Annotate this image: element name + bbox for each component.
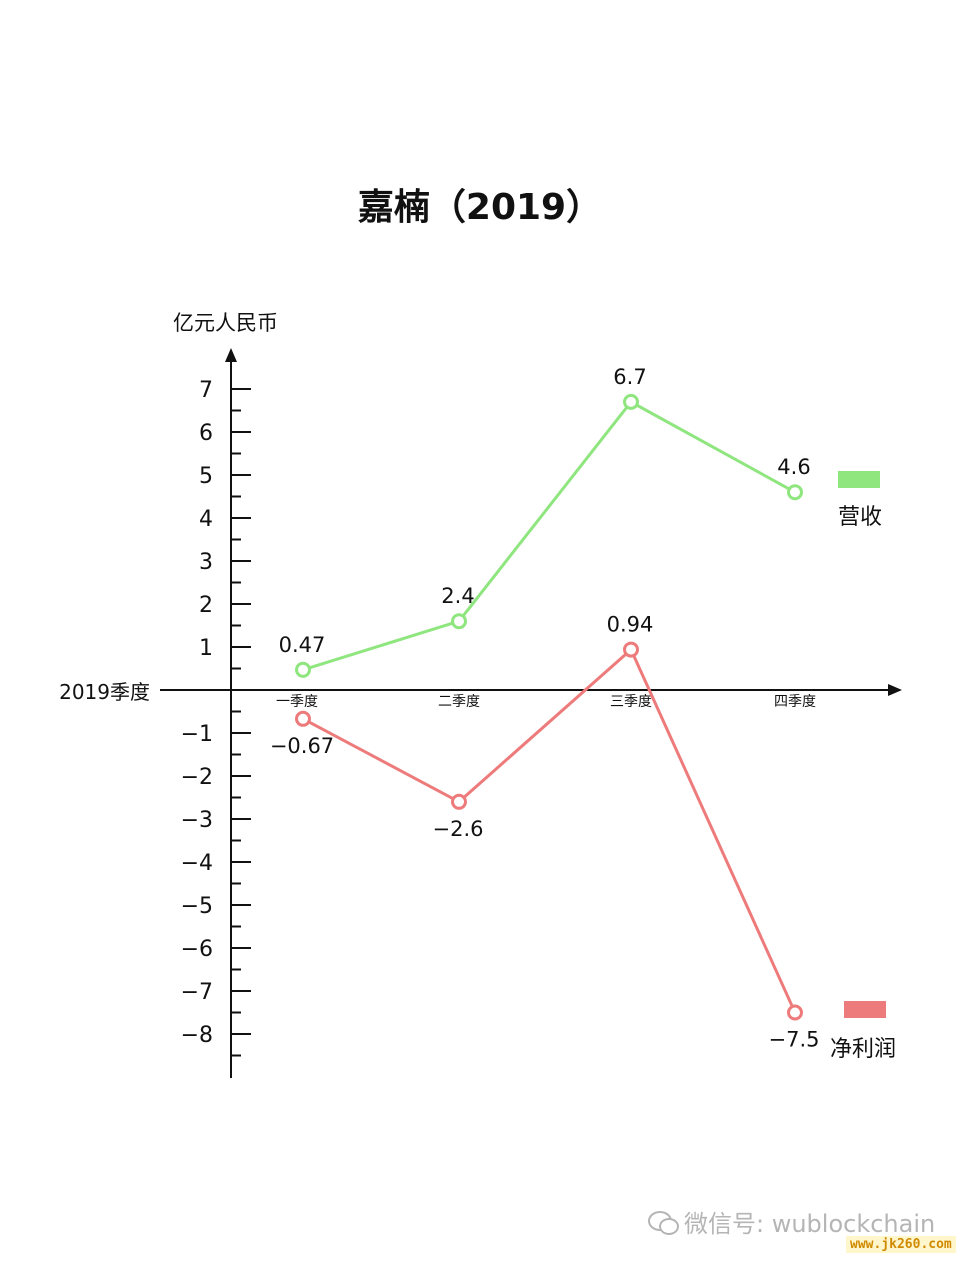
data-point xyxy=(295,661,311,678)
x-tick-label: 二季度 xyxy=(438,694,480,710)
data-label: −0.67 xyxy=(270,734,334,758)
data-point xyxy=(623,641,639,658)
y-tick-label: 3 xyxy=(199,550,213,575)
data-point xyxy=(787,1004,803,1021)
data-point xyxy=(451,613,467,630)
data-point xyxy=(451,793,467,810)
data-point xyxy=(295,710,311,727)
y-tick-label: 5 xyxy=(199,464,213,489)
data-label: 0.94 xyxy=(607,613,654,637)
x-tick-label: 一季度 xyxy=(276,694,318,710)
watermark: 微信号: wublockchain xyxy=(648,1204,935,1239)
data-label: 6.7 xyxy=(613,365,646,389)
y-tick-label: −1 xyxy=(181,722,213,747)
chart-title: 嘉楠（2019） xyxy=(357,187,603,228)
wechat-icon xyxy=(648,1209,679,1235)
y-tick-label: 2 xyxy=(199,593,213,618)
data-label: −2.6 xyxy=(433,817,484,841)
legend-swatch xyxy=(838,471,880,488)
data-point xyxy=(787,484,803,501)
x-axis-title: 2019季度 xyxy=(59,680,150,704)
y-tick-label: 4 xyxy=(199,507,213,532)
watermark-text: 微信号: wublockchain xyxy=(684,1210,936,1238)
series-line-net-profit xyxy=(302,647,797,1014)
site-badge: www.jk260.com xyxy=(846,1236,956,1253)
y-tick-label: −4 xyxy=(181,851,213,876)
legend-swatch xyxy=(844,1001,886,1018)
y-axis-title: 亿元人民币 xyxy=(173,311,278,335)
y-tick-label: −7 xyxy=(181,980,213,1005)
y-tick-label: −6 xyxy=(181,937,213,962)
y-tick-label: −3 xyxy=(181,808,213,833)
y-tick-label: −5 xyxy=(181,894,213,919)
data-label: 0.47 xyxy=(279,633,326,657)
y-tick-label: −8 xyxy=(181,1023,213,1048)
series-line-revenue xyxy=(302,399,796,672)
data-label: 4.6 xyxy=(777,455,810,479)
x-tick-label: 三季度 xyxy=(610,694,652,710)
x-tick-label: 四季度 xyxy=(774,694,816,710)
y-tick-label: 7 xyxy=(199,378,213,403)
legend-label: 营收 xyxy=(838,505,882,530)
y-tick-label: 6 xyxy=(199,421,213,446)
data-label: −7.5 xyxy=(769,1028,820,1052)
y-tick-label: −2 xyxy=(181,765,213,790)
data-point xyxy=(623,393,639,410)
legend-label: 净利润 xyxy=(830,1037,896,1062)
y-axis-arrow xyxy=(225,348,237,362)
y-tick-label: 1 xyxy=(199,636,213,661)
data-label: 2.4 xyxy=(441,584,474,608)
x-axis-arrow xyxy=(888,684,902,696)
